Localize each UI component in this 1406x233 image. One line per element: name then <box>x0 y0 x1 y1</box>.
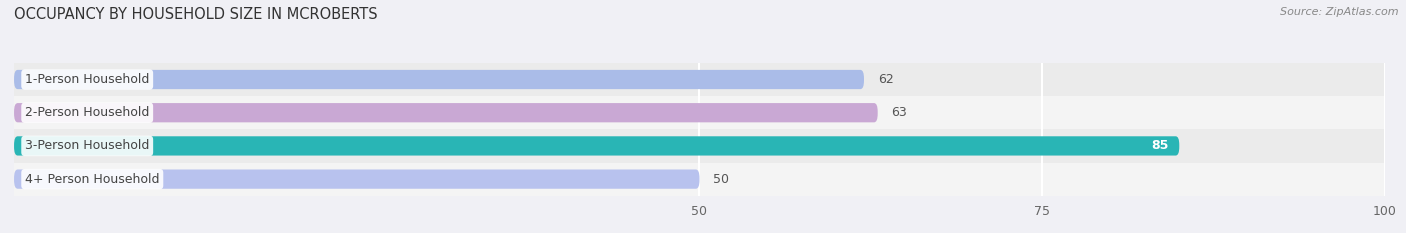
FancyBboxPatch shape <box>14 169 700 189</box>
Text: 3-Person Household: 3-Person Household <box>25 139 149 152</box>
Bar <box>14 96 1385 129</box>
Text: 1-Person Household: 1-Person Household <box>25 73 149 86</box>
Text: 2-Person Household: 2-Person Household <box>25 106 149 119</box>
Text: 63: 63 <box>891 106 907 119</box>
Bar <box>14 163 1385 196</box>
Bar <box>14 63 1385 96</box>
Text: 50: 50 <box>713 173 730 186</box>
Text: 85: 85 <box>1152 139 1168 152</box>
Text: 62: 62 <box>877 73 893 86</box>
FancyBboxPatch shape <box>14 136 1180 156</box>
Text: 4+ Person Household: 4+ Person Household <box>25 173 159 186</box>
FancyBboxPatch shape <box>14 70 863 89</box>
Bar <box>14 129 1385 163</box>
Text: OCCUPANCY BY HOUSEHOLD SIZE IN MCROBERTS: OCCUPANCY BY HOUSEHOLD SIZE IN MCROBERTS <box>14 7 378 22</box>
Text: Source: ZipAtlas.com: Source: ZipAtlas.com <box>1281 7 1399 17</box>
FancyBboxPatch shape <box>14 103 877 122</box>
